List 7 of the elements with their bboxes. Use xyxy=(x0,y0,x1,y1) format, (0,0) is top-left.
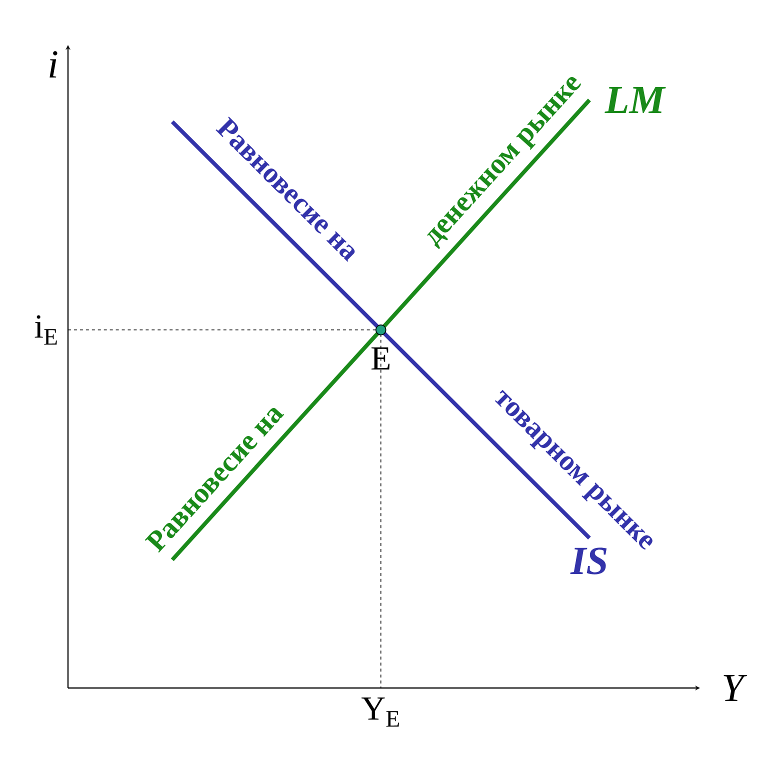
annotation: E xyxy=(372,347,390,370)
series-label: LM xyxy=(604,86,666,114)
text: i$_{E}$ xyxy=(34,315,57,345)
y-axis-title: i xyxy=(50,51,58,78)
x-axis-title: Y xyxy=(724,674,748,702)
series-label: IS xyxy=(570,548,607,574)
text: Y$_{E}$ xyxy=(362,697,399,727)
